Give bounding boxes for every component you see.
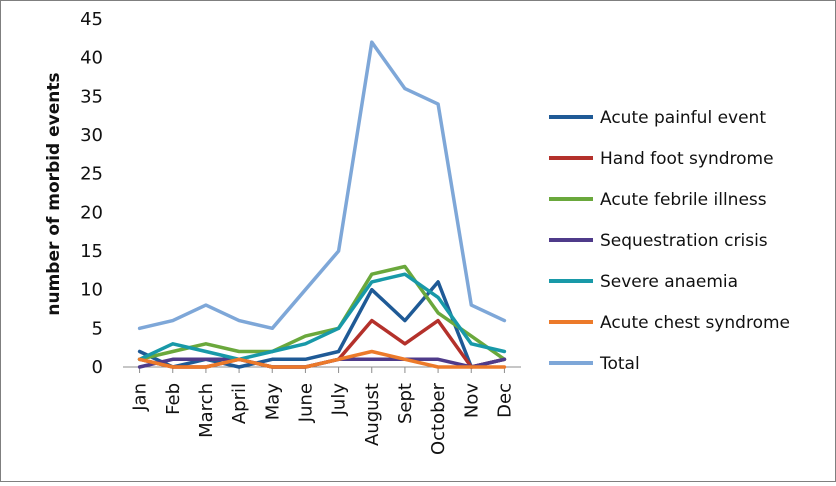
x-tick-label: August [362, 383, 383, 446]
legend-label-acute-chest-syndrome: Acute chest syndrome [600, 313, 790, 333]
y-tick-label: 35 [80, 86, 103, 107]
x-tick-label: Sept [395, 383, 416, 424]
legend-label-sequestration-crisis: Sequestration crisis [600, 231, 768, 251]
y-tick-label: 40 [80, 48, 103, 69]
x-tick-label: Feb [163, 383, 184, 415]
legend: Acute painful event Hand foot syndrome Acu… [549, 108, 790, 374]
legend-label-total: Total [599, 354, 640, 374]
y-axis-label: number of morbid events [44, 72, 64, 315]
x-tick-label: March [196, 383, 217, 438]
legend-label-acute-painful-event: Acute painful event [600, 108, 766, 128]
y-tick-label: 0 [92, 357, 103, 378]
y-tick-label: 45 [80, 9, 103, 30]
legend-label-severe-anaemia: Severe anaemia [600, 272, 738, 292]
series-line-acute-febrile-illness [137, 264, 507, 362]
x-tick-label: October [428, 382, 449, 455]
y-tick-label: 20 [80, 202, 103, 223]
legend-label-acute-febrile-illness: Acute febrile illness [600, 190, 767, 210]
y-tick-label: 10 [80, 280, 103, 301]
series-line-acute-painful-event [137, 280, 507, 369]
series-line-total [137, 40, 507, 331]
axes: 0 5 10 15 20 25 30 35 40 45 Jan Feb March April May Jun… [80, 9, 521, 455]
x-tick-label: Jan [130, 383, 151, 412]
legend-label-hand-foot-syndrome: Hand foot syndrome [600, 149, 774, 169]
series-lines [137, 40, 507, 369]
x-tick-label: June [295, 383, 316, 423]
y-tick-label: 25 [80, 164, 103, 185]
series-line-acute-chest-syndrome [137, 349, 507, 369]
y-tick-label: 5 [92, 318, 103, 339]
y-tick-label: 15 [80, 241, 103, 262]
x-tick-label: Nov [461, 383, 482, 418]
x-tick-label: May [262, 383, 283, 421]
x-tick-label: April [229, 383, 250, 424]
x-tick-label: Dec [494, 383, 515, 418]
x-tick-label: July [329, 383, 350, 417]
y-tick-label: 30 [80, 125, 103, 146]
series-line-severe-anaemia [137, 272, 507, 362]
